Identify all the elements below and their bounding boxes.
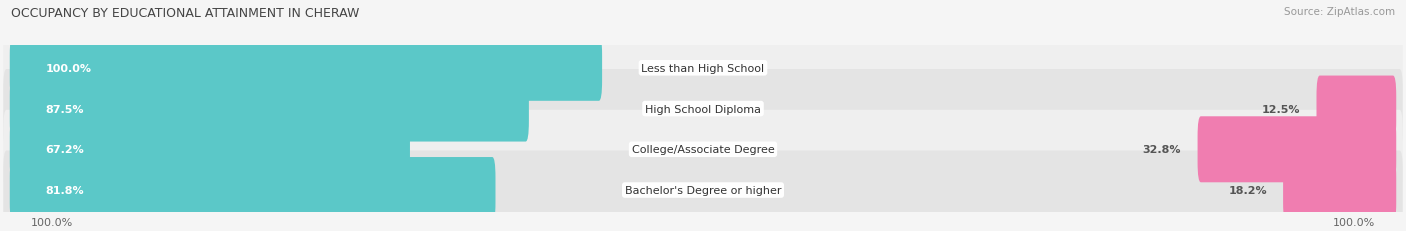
FancyBboxPatch shape <box>3 29 1403 108</box>
FancyBboxPatch shape <box>1316 76 1396 142</box>
FancyBboxPatch shape <box>10 157 495 223</box>
Text: 67.2%: 67.2% <box>45 145 84 155</box>
Text: 18.2%: 18.2% <box>1229 185 1267 195</box>
Text: 100.0%: 100.0% <box>45 64 91 73</box>
Text: 87.5%: 87.5% <box>45 104 84 114</box>
FancyBboxPatch shape <box>3 151 1403 230</box>
Text: OCCUPANCY BY EDUCATIONAL ATTAINMENT IN CHERAW: OCCUPANCY BY EDUCATIONAL ATTAINMENT IN C… <box>11 7 360 20</box>
Text: Less than High School: Less than High School <box>641 64 765 73</box>
FancyBboxPatch shape <box>10 117 411 182</box>
FancyBboxPatch shape <box>3 70 1403 149</box>
FancyBboxPatch shape <box>10 36 602 101</box>
Text: College/Associate Degree: College/Associate Degree <box>631 145 775 155</box>
Text: Bachelor's Degree or higher: Bachelor's Degree or higher <box>624 185 782 195</box>
Text: High School Diploma: High School Diploma <box>645 104 761 114</box>
FancyBboxPatch shape <box>1284 157 1396 223</box>
Text: 81.8%: 81.8% <box>45 185 84 195</box>
Text: Source: ZipAtlas.com: Source: ZipAtlas.com <box>1284 7 1395 17</box>
FancyBboxPatch shape <box>10 76 529 142</box>
Text: 32.8%: 32.8% <box>1143 145 1181 155</box>
FancyBboxPatch shape <box>3 110 1403 189</box>
FancyBboxPatch shape <box>1198 117 1396 182</box>
Text: 12.5%: 12.5% <box>1261 104 1301 114</box>
